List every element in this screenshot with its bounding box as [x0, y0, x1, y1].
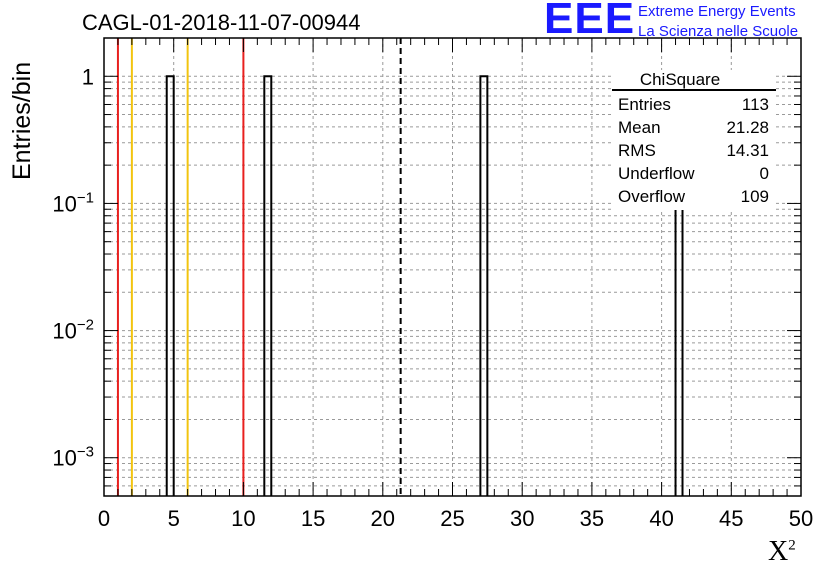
stats-row-value: 21.28 — [726, 118, 769, 137]
eee-logo-text: EEE — [544, 0, 636, 43]
x-axis-label: X2 — [768, 536, 796, 568]
brand-line-1: Extreme Energy Events — [638, 3, 796, 20]
axis-ticks: 0 5 10 15 20 25 30 35 40 45 50 1 10−1 10−2 10−3 — [52, 38, 813, 531]
histogram-bar — [263, 75, 273, 496]
x-tick-label: 45 — [719, 506, 743, 531]
stats-row-value: 109 — [741, 187, 769, 206]
stats-box: ChiSquare Entries 113 Mean 21.28 RMS 14.31 Unde… — [612, 70, 776, 210]
x-tick-label: 10 — [231, 506, 255, 531]
brand-logo: EEE Extreme Energy Events La Scienza nel… — [544, 0, 834, 44]
y-tick-label: 10−1 — [52, 189, 94, 216]
stats-row-label: Mean — [618, 118, 661, 137]
x-tick-label: 40 — [649, 506, 673, 531]
stats-row-label: RMS — [618, 141, 656, 160]
x-tick-label: 15 — [301, 506, 325, 531]
stats-row-value: 14.31 — [726, 141, 769, 160]
histogram-bar — [479, 75, 489, 496]
brand-line-2: La Scienza nelle Scuole — [638, 23, 799, 40]
reference-lines — [116, 38, 402, 496]
x-tick-label: 50 — [789, 506, 813, 531]
x-tick-label: 5 — [168, 506, 180, 531]
stats-row-value: 113 — [742, 95, 769, 114]
y-tick-label: 10−3 — [52, 444, 94, 471]
x-axis-label-text: X — [768, 536, 789, 567]
stats-row-label: Overflow — [618, 187, 686, 206]
histogram-bar — [165, 75, 175, 496]
chart-title: CAGL-01-2018-11-07-00944 — [82, 10, 361, 35]
y-tick-label: 10−2 — [52, 317, 94, 344]
stats-row-label: Entries — [618, 95, 671, 114]
y-axis-label: Entries/bin — [8, 61, 36, 180]
stats-row-label: Underflow — [618, 164, 695, 183]
stats-box-bg — [612, 70, 776, 210]
x-tick-label: 0 — [98, 506, 110, 531]
stats-box-title: ChiSquare — [640, 70, 720, 89]
x-tick-label: 25 — [440, 506, 464, 531]
x-tick-label: 35 — [580, 506, 604, 531]
x-tick-label: 20 — [371, 506, 395, 531]
x-tick-label: 30 — [510, 506, 534, 531]
grid-lines — [104, 38, 801, 496]
y-tick-label: 1 — [82, 64, 94, 89]
x-axis-label-superscript: 2 — [788, 537, 796, 554]
stats-row-value: 0 — [760, 164, 769, 183]
